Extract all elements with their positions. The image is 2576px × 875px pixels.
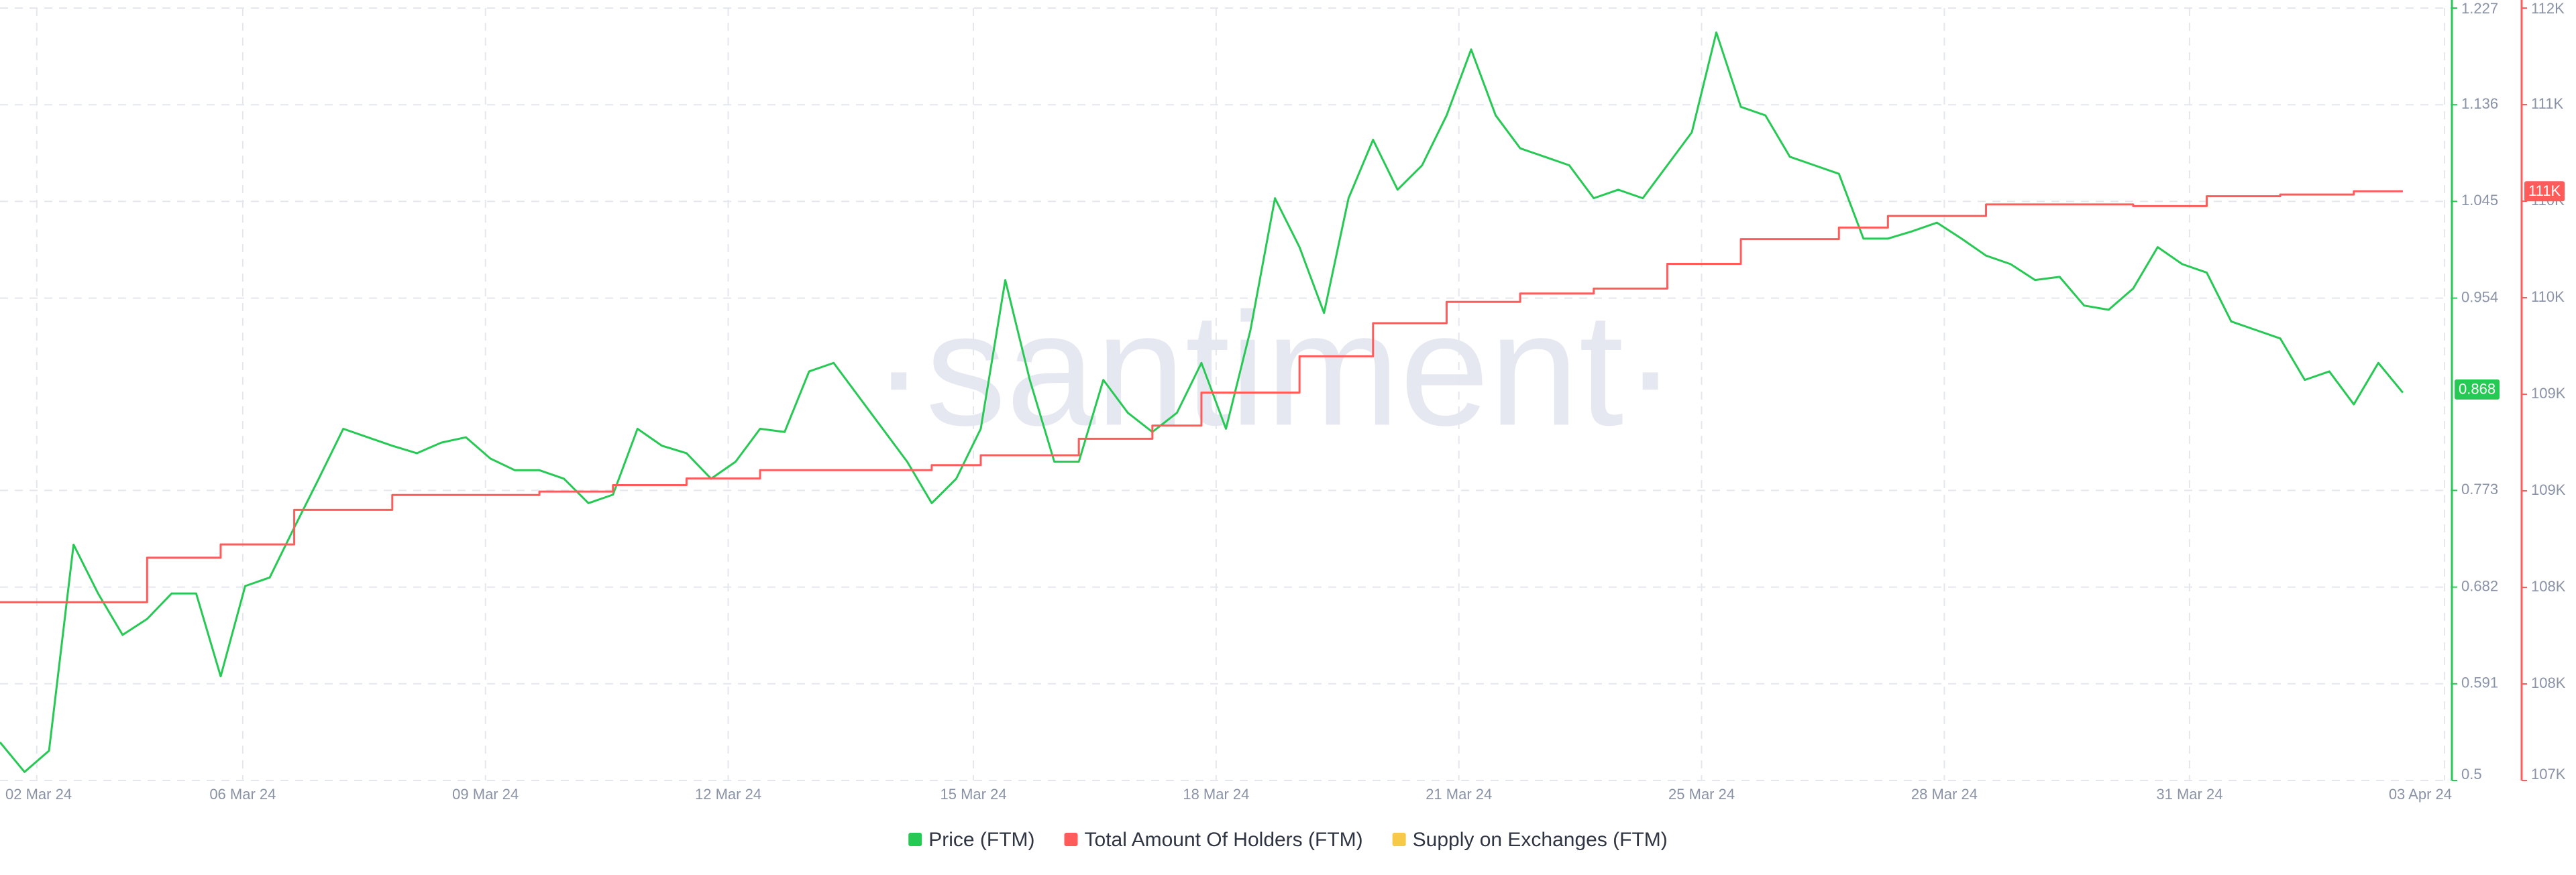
x-tick-label: 03 Apr 24 [2389,786,2452,803]
x-tick-label: 28 Mar 24 [1911,786,1978,803]
watermark: ·santiment· [872,279,1677,459]
value-marker-label: 111K [2528,182,2561,199]
legend-label: Supply on Exchanges (FTM) [1413,829,1668,851]
y-tick-label: 1.227 [2461,0,2498,17]
series-line [0,31,2404,773]
x-tick-label: 18 Mar 24 [1183,786,1249,803]
value-marker-box [2524,181,2565,202]
value-marker: 0.868 [2455,379,2500,400]
y-tick-label: 0.773 [2461,481,2498,498]
y2-tick-label: 110K [2531,288,2565,305]
y-tick-label: 0.5 [2461,766,2482,782]
y-tick-label: 1.045 [2461,192,2498,209]
y-tick-label: 1.136 [2461,95,2498,112]
value-marker-box [2455,379,2500,400]
value-marker-label: 0.868 [2459,381,2496,398]
y-tick-label: 0.954 [2461,288,2498,305]
y-tick-label: 0.682 [2461,577,2498,594]
legend-swatch [1392,833,1406,846]
x-tick-label: 21 Mar 24 [1426,786,1492,803]
x-tick-label: 02 Mar 24 [5,786,72,803]
x-tick-label: 12 Mar 24 [695,786,761,803]
legend-label: Price (FTM) [928,829,1034,851]
x-tick-label: 15 Mar 24 [941,786,1007,803]
y2-tick-label: 109K [2531,481,2566,498]
y2-tick-label: 108K [2531,675,2566,691]
legend: Price (FTM) Total Amount Of Holders (FTM)… [908,829,1668,851]
y-tick-label: 0.591 [2461,675,2498,691]
legend-swatch [1064,833,1078,846]
x-tick-label: 25 Mar 24 [1668,786,1735,803]
x-tick-label: 09 Mar 24 [452,786,519,803]
legend-label: Total Amount Of Holders (FTM) [1085,829,1363,851]
y2-tick-label: 109K [2531,385,2566,402]
y2-tick-label: 108K [2531,578,2566,595]
legend-swatch [908,833,922,846]
y2-tick-label: 107K [2531,766,2566,782]
y2-tick-label: 112K [2531,0,2565,17]
x-tick-label: 31 Mar 24 [2156,786,2222,803]
x-tick-label: 06 Mar 24 [209,786,276,803]
value-marker: 111K [2524,181,2565,202]
y2-tick-label: 111K [2531,95,2563,112]
series-line [0,190,2403,603]
